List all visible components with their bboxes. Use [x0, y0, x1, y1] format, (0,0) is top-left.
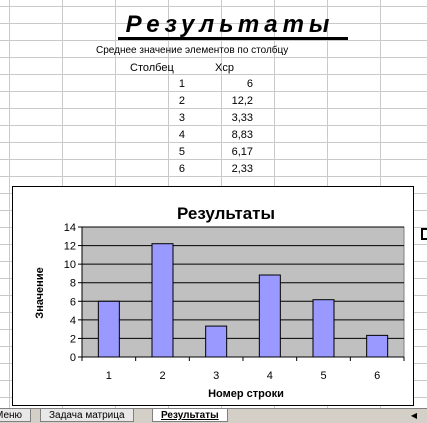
x-tick-label: 4: [267, 370, 273, 382]
table-row[interactable]: 5 6,17: [130, 144, 253, 161]
plot-area: [81, 226, 405, 358]
y-tick-label: 10: [64, 259, 76, 271]
x-tick-label: 3: [213, 370, 219, 382]
row-column-number: 5: [178, 146, 185, 158]
scroll-left-icon[interactable]: ◀: [410, 411, 418, 420]
y-tick-label: 14: [64, 222, 76, 234]
x-ticks: 1 2 3 4 5 6: [81, 357, 405, 382]
x-axis-label: Номер строки: [208, 388, 284, 400]
header-average[interactable]: Хср: [215, 62, 234, 74]
tab-menu[interactable]: Меню: [0, 409, 32, 422]
grid-lines: [82, 226, 404, 358]
y-tick-label: 6: [70, 296, 76, 308]
bar: [366, 334, 389, 358]
chart-title: Результаты: [177, 204, 275, 223]
bar: [205, 325, 228, 358]
row-average-value: 3,33: [231, 112, 253, 124]
row-average-value: 2,33: [231, 163, 253, 175]
y-tick-label: 0: [70, 352, 76, 364]
y-axis-label: Значение: [34, 267, 46, 318]
x-tick-label: 2: [159, 370, 165, 382]
table-row[interactable]: 6 2,33: [130, 161, 253, 178]
y-tick-label: 4: [70, 315, 76, 327]
y-tick-label: 8: [70, 278, 76, 290]
row-column-number: 1: [178, 78, 185, 90]
table-row[interactable]: 3 3,33: [130, 110, 253, 127]
row-average-value: 8,83: [231, 129, 253, 141]
row-average-value: 6: [246, 78, 253, 90]
bar: [312, 299, 335, 358]
tab-matrix-task[interactable]: Задача матрица: [40, 409, 134, 422]
tab-label: Результаты: [161, 410, 219, 421]
row-average-value: 12,2: [231, 95, 253, 107]
x-tick-label: 1: [106, 370, 112, 382]
x-tick-label: 5: [320, 370, 326, 382]
sheet-tabs-bar: Меню Задача матрица Результаты ◀: [0, 408, 427, 423]
sheet-title: Результаты: [125, 11, 335, 38]
table-row[interactable]: 4 8,83: [130, 127, 253, 144]
y-tick-label: 12: [64, 241, 76, 253]
table-row[interactable]: 2 12,2: [130, 93, 253, 110]
bar: [151, 243, 174, 358]
selection-handle[interactable]: [421, 228, 427, 240]
tab-label: Меню: [0, 410, 23, 421]
x-tick-label: 6: [374, 370, 380, 382]
sheet-subtitle: Среднее значение элементов по столбцу: [96, 45, 289, 56]
table-row[interactable]: 1 6: [130, 76, 253, 93]
row-column-number: 2: [178, 95, 185, 107]
header-column[interactable]: Столбец: [130, 62, 174, 74]
row-column-number: 4: [178, 129, 185, 141]
y-ticks: 0 2 4 6 8 10 12 14: [64, 222, 82, 364]
bar: [258, 274, 281, 358]
tab-label: Задача матрица: [49, 410, 125, 421]
y-tick-label: 2: [70, 333, 76, 345]
row-column-number: 3: [178, 112, 185, 124]
row-column-number: 6: [178, 163, 185, 175]
bar: [97, 300, 120, 358]
row-average-value: 6,17: [231, 146, 253, 158]
title-underline: [118, 37, 348, 40]
tab-results[interactable]: Результаты: [152, 409, 228, 422]
